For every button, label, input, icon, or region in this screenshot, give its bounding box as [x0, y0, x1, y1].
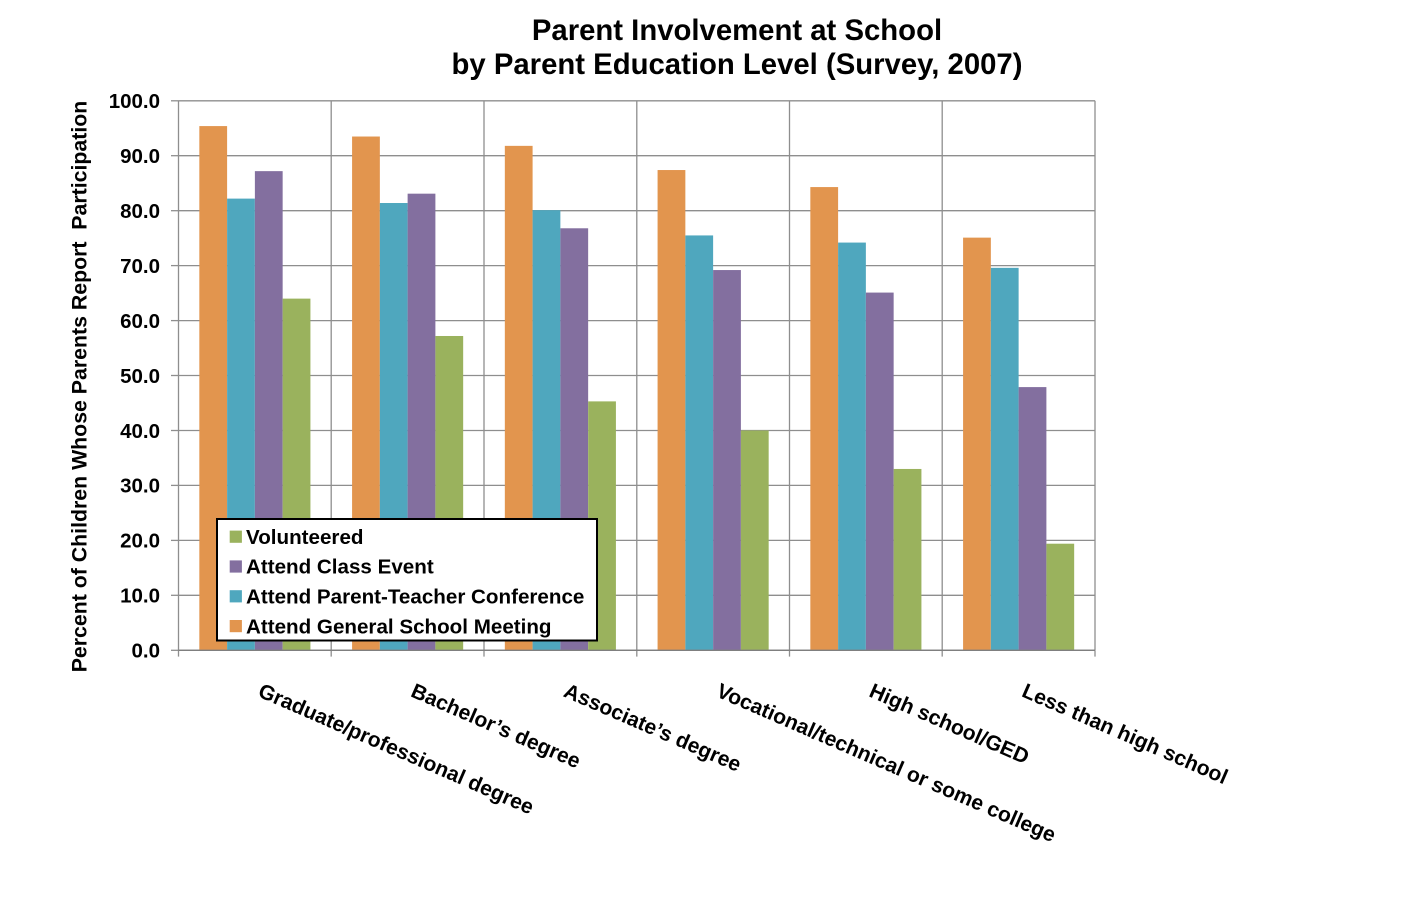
svg-text:0.0: 0.0 [132, 640, 161, 663]
svg-text:Percent of Children Whose Pare: Percent of Children Whose Parents Report… [68, 101, 92, 673]
svg-text:60.0: 60.0 [120, 310, 160, 333]
svg-text:Volunteered: Volunteered [246, 526, 363, 549]
svg-text:Attend General School Meeting: Attend General School Meeting [246, 615, 552, 638]
svg-text:90.0: 90.0 [120, 145, 160, 168]
svg-text:80.0: 80.0 [120, 200, 160, 223]
svg-text:Parent Involvement at School: Parent Involvement at School [532, 14, 942, 47]
svg-text:20.0: 20.0 [120, 530, 160, 553]
svg-text:70.0: 70.0 [120, 255, 160, 278]
svg-text:Attend Class Event: Attend Class Event [246, 556, 434, 579]
svg-text:10.0: 10.0 [120, 585, 160, 608]
svg-text:50.0: 50.0 [120, 365, 160, 388]
svg-text:100.0: 100.0 [109, 90, 160, 113]
svg-text:Attend Parent-Teacher Conferen: Attend Parent-Teacher Conference [246, 586, 584, 609]
svg-text:40.0: 40.0 [120, 420, 160, 443]
svg-text:30.0: 30.0 [120, 475, 160, 498]
svg-text:by Parent Education Level (Sur: by Parent Education Level (Survey, 2007) [452, 48, 1023, 81]
